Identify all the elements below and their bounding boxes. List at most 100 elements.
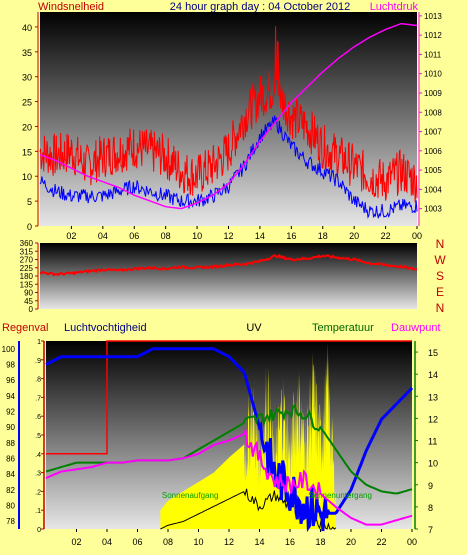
temperature-axis-label: 14: [428, 370, 438, 380]
humidity-axis-label: 80: [6, 502, 15, 511]
pressure-axis-label: 1007: [424, 128, 442, 137]
rain-axis-label: .9: [35, 358, 41, 365]
direction-axis-label: 225: [20, 264, 34, 273]
rain-axis-label: .5: [35, 433, 41, 440]
temperature-axis-label: 10: [428, 459, 438, 469]
sunrise-label: Sonnenaufgang: [162, 491, 219, 500]
temperature-axis-label: 12: [428, 414, 438, 424]
x-tick-label: 00: [407, 537, 417, 547]
humidity-axis-label: 98: [6, 361, 15, 370]
pressure-axis-label: 1004: [424, 185, 442, 194]
direction-axis-label: 90: [24, 289, 33, 298]
humidity-axis-label: 86: [6, 455, 15, 464]
rain-axis-label: .6: [35, 414, 41, 421]
rain-axis-label: .1: [35, 508, 41, 515]
wind-direction-line: [39, 253, 418, 277]
temperature-axis-label: 8: [428, 503, 433, 513]
x-tick-label: 00: [412, 231, 422, 241]
x-tick-label: 12: [224, 537, 234, 547]
humidity-axis-label: 100: [2, 345, 16, 354]
pressure-axis-label: 1008: [424, 108, 442, 117]
direction-axis-label: 180: [20, 272, 34, 281]
temperature-axis-label: 15: [428, 348, 438, 358]
humidity-axis-label: 84: [6, 470, 15, 479]
x-tick-label: 06: [132, 537, 142, 547]
direction-axis-label: 315: [20, 247, 34, 256]
x-tick-label: 08: [161, 231, 171, 241]
left-label: Windsnelheid: [38, 1, 104, 13]
wind-axis-label: 10: [22, 172, 32, 182]
x-tick-label: 12: [223, 231, 233, 241]
wind-axis-label: 30: [22, 73, 32, 83]
pressure-axis-label: 1009: [424, 89, 442, 98]
rain-axis-label: 0: [37, 527, 41, 534]
x-tick-label: 18: [315, 537, 325, 547]
pressure-axis-label: 1010: [424, 70, 442, 79]
x-tick-label: 22: [381, 231, 391, 241]
x-tick-label: 20: [346, 537, 356, 547]
label-uv: UV: [246, 322, 262, 334]
dewpoint-line: [45, 427, 413, 526]
x-tick-label: 16: [286, 231, 296, 241]
x-tick-label: 14: [254, 537, 264, 547]
humidity-axis-label: 78: [6, 517, 15, 526]
page-title: 24 hour graph day : 04 October 2012: [170, 1, 350, 13]
direction-axis-label: 0: [29, 305, 34, 314]
label-rain: Regenval: [2, 322, 48, 334]
x-tick-label: 16: [285, 537, 295, 547]
wind-axis-label: 25: [22, 98, 32, 108]
wind-axis-label: 35: [22, 48, 32, 58]
x-tick-label: 04: [102, 537, 112, 547]
rain-axis-label: 1: [37, 339, 41, 346]
x-tick-label: 02: [71, 537, 81, 547]
label-humidity: Luchtvochtigheid: [64, 322, 147, 334]
wind-axis-label: 15: [22, 147, 32, 157]
temperature-axis-label: 9: [428, 481, 433, 491]
compass-label: S: [436, 269, 444, 283]
rain-axis-label: .4: [35, 452, 41, 459]
compass-label: E: [436, 285, 444, 299]
panel-wind-bg: [40, 12, 417, 226]
humidity-axis-label: 94: [6, 392, 15, 401]
pressure-line: [39, 22, 418, 210]
humidity-line: [45, 347, 414, 533]
x-tick-label: 10: [193, 537, 203, 547]
rain-line: [46, 340, 412, 455]
humidity-axis-label: 92: [6, 408, 15, 417]
panel-direction-bg: [40, 243, 417, 309]
label-temperature: Temperatuur: [312, 322, 374, 334]
wind-axis-label: 5: [27, 197, 32, 207]
rain-axis-label: .2: [35, 489, 41, 496]
direction-axis-label: 270: [20, 256, 34, 265]
pressure-axis-label: 1006: [424, 147, 442, 156]
humidity-axis-label: 88: [6, 439, 15, 448]
right-label: Luchtdruk: [370, 1, 419, 13]
temperature-axis-label: 7: [428, 525, 433, 535]
compass-label: N: [436, 301, 445, 315]
x-tick-label: 10: [192, 231, 202, 241]
x-tick-label: 18: [318, 231, 328, 241]
wind-average-line: [39, 115, 418, 219]
x-tick-label: 22: [376, 537, 386, 547]
pressure-axis-label: 1005: [424, 166, 442, 175]
label-dewpoint: Dauwpunt: [391, 322, 441, 334]
humidity-axis-label: 82: [6, 486, 15, 495]
rain-axis-label: .8: [35, 377, 41, 384]
sunset-label: Sonnenuntergang: [308, 491, 372, 500]
pressure-axis-label: 1003: [424, 205, 442, 214]
wind-axis-label: 40: [22, 23, 32, 33]
rain-axis-label: .7: [35, 395, 41, 402]
x-tick-label: 14: [255, 231, 265, 241]
pressure-axis-label: 1013: [424, 12, 442, 21]
wind-axis-label: 0: [27, 222, 32, 232]
temperature-axis-label: 11: [428, 437, 437, 447]
rain-axis-label: .3: [35, 471, 41, 478]
x-tick-label: 08: [163, 537, 173, 547]
pressure-axis-label: 1011: [424, 50, 442, 59]
wind-axis-label: 20: [22, 122, 32, 132]
x-tick-label: 20: [349, 231, 359, 241]
compass-label: N: [436, 237, 445, 251]
temperature-axis-label: 13: [428, 392, 438, 402]
